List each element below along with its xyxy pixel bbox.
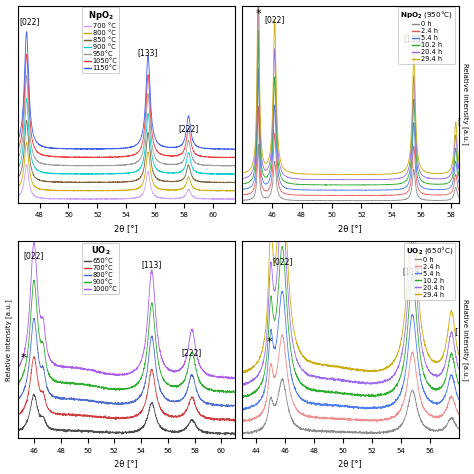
Text: [022]: [022] — [272, 257, 292, 266]
Text: [113]: [113] — [402, 267, 423, 276]
Text: [: [ — [457, 118, 461, 127]
Text: [022]: [022] — [24, 251, 44, 260]
Text: *: * — [255, 9, 261, 18]
X-axis label: 2θ [°]: 2θ [°] — [338, 459, 362, 468]
Y-axis label: Relative intensity [a.u.]: Relative intensity [a.u.] — [6, 299, 12, 381]
Legend: 0 h, 2.4 h, 5.4 h, 10.2 h, 20.4 h, 29.4 h: 0 h, 2.4 h, 5.4 h, 10.2 h, 20.4 h, 29.4 … — [404, 243, 456, 300]
Text: [113]: [113] — [142, 260, 162, 269]
Y-axis label: Relative intensity [a.u.]: Relative intensity [a.u.] — [462, 299, 468, 381]
X-axis label: 2θ [°]: 2θ [°] — [338, 224, 362, 233]
Text: [022]: [022] — [19, 17, 40, 26]
Text: [133]: [133] — [138, 48, 158, 57]
Text: [: [ — [455, 327, 458, 336]
Text: [022]: [022] — [264, 15, 285, 24]
X-axis label: 2θ [°]: 2θ [°] — [114, 224, 138, 233]
Legend: 700 °C, 800 °C, 850 °C, 900 °C, 950°C, 1050°C, 1150°C: 700 °C, 800 °C, 850 °C, 900 °C, 950°C, 1… — [82, 7, 119, 73]
Text: *: * — [266, 337, 272, 346]
X-axis label: 2θ [°]: 2θ [°] — [114, 459, 138, 468]
Text: *: * — [20, 353, 26, 363]
Text: [222]: [222] — [182, 348, 202, 357]
Text: [133]: [133] — [403, 34, 424, 43]
Legend: 0 h, 2.4 h, 5.4 h, 10.2 h, 20.4 h, 29.4 h: 0 h, 2.4 h, 5.4 h, 10.2 h, 20.4 h, 29.4 … — [398, 7, 456, 64]
Y-axis label: Relative intensity [a.u.]: Relative intensity [a.u.] — [462, 63, 468, 145]
Legend: 650°C, 700°C, 800°C, 900°C, 1000°C: 650°C, 700°C, 800°C, 900°C, 1000°C — [82, 243, 119, 294]
Text: [222]: [222] — [178, 125, 199, 134]
